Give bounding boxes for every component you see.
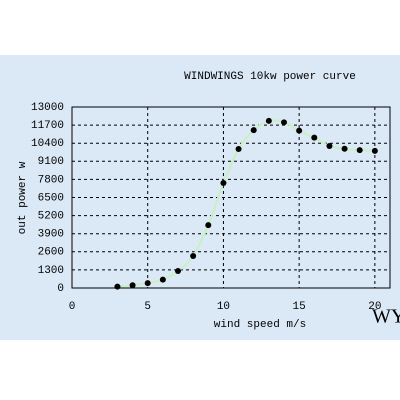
x-tick-label: 5 [144,301,151,313]
x-tick-label: 0 [69,301,76,313]
x-tick-label: 20 [368,301,381,313]
x-tick-label: 10 [217,301,230,313]
data-point [235,146,242,153]
data-point [159,276,166,283]
y-tick-label: 9100 [38,156,64,168]
y-axis-label: out power w [17,161,29,234]
data-point [341,145,348,152]
chart-title: WINDWINGS 10kw power curve [184,71,356,83]
data-point [311,134,318,141]
y-tick-label: 0 [57,283,64,295]
y-tick-label: 1300 [38,265,64,277]
data-point [326,142,333,149]
data-point [144,280,151,287]
y-tick-label: 7800 [38,174,64,186]
data-point [175,268,181,275]
x-axis-label: wind speed m/s [214,319,306,331]
data-point [220,180,227,187]
data-point [296,127,303,134]
x-tick-label: 15 [293,301,306,313]
y-tick-label: 2600 [38,247,64,259]
y-tick-label: 10400 [31,138,64,150]
data-point [371,147,378,154]
data-point [114,283,121,290]
data-point [205,222,212,229]
y-tick-label: 3900 [38,229,64,241]
data-point [281,119,287,126]
watermark: WY [372,306,400,328]
data-point [250,127,257,134]
data-point [129,282,136,289]
y-tick-label: 13000 [31,102,64,114]
plot-frame [71,106,391,289]
y-tick-label: 11700 [31,120,64,132]
data-point [356,147,363,154]
y-tick-label: 6500 [38,192,64,204]
data-point [265,117,272,124]
y-tick-label: 5200 [38,211,64,223]
data-point [190,252,197,259]
